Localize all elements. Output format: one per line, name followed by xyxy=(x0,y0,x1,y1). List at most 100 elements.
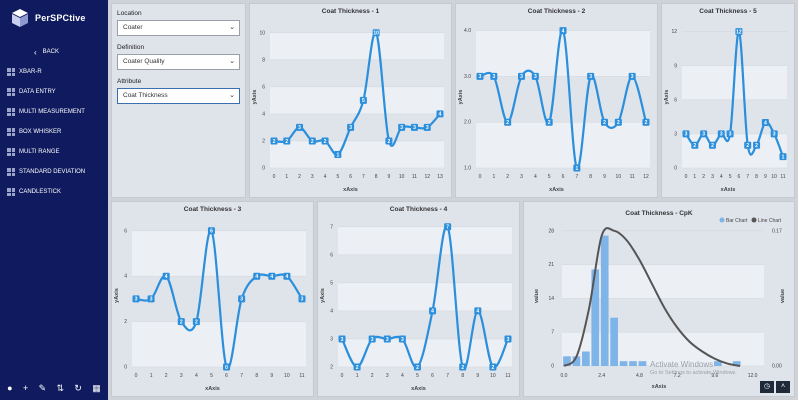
sidebar-item-standard-deviation[interactable]: STANDARD DEVIATION xyxy=(0,162,108,182)
chart-grid-icon xyxy=(7,148,15,156)
sidebar-item-xbar-r[interactable]: XBAR-R xyxy=(0,62,108,82)
sidebar-item-multi-range[interactable]: MULTI RANGE xyxy=(0,142,108,162)
data-label: 3 xyxy=(135,297,138,303)
data-point xyxy=(573,164,581,172)
x-tick-label: 3 xyxy=(180,373,183,379)
x-tick-label: 4 xyxy=(195,373,198,379)
x-tick-label: 9.6 xyxy=(711,373,718,379)
x-tick-label: 9 xyxy=(476,373,479,379)
data-point xyxy=(628,72,636,80)
legend-item-line: Line Chart xyxy=(758,218,782,224)
data-point xyxy=(283,137,291,145)
panel-controls: ◷ ˄ xyxy=(760,381,790,393)
data-label: 3 xyxy=(150,297,153,303)
x-tick-label: 9 xyxy=(603,174,606,180)
chart-grid-icon xyxy=(7,88,15,96)
definition-select[interactable]: Coater Quality ⌄ xyxy=(117,54,240,70)
data-point xyxy=(162,272,170,280)
attribute-select[interactable]: Coat Thickness ⌄ xyxy=(117,88,240,104)
y-tick-label: 21 xyxy=(548,262,554,268)
data-point xyxy=(444,223,452,231)
y-axis-label: yAxis xyxy=(114,288,120,303)
gauge-icon[interactable]: ◷ xyxy=(760,381,774,393)
x-tick-label: 7 xyxy=(746,174,749,180)
chevron-up-icon[interactable]: ˄ xyxy=(776,381,790,393)
sidebar-item-multi-measurement[interactable]: MULTI MEASUREMENT xyxy=(0,102,108,122)
x-tick-label: 0 xyxy=(479,174,482,180)
y-tick-label: 14 xyxy=(548,296,554,302)
chart-grid-icon xyxy=(7,108,15,116)
sidebar-item-data-entry[interactable]: DATA ENTRY xyxy=(0,82,108,102)
chart-panel-coat-thickness-3: Coat Thickness - 3 0 2 4 6 0 1 2 3 4 5 6 7 8 9 10 11 xAxi… xyxy=(111,201,314,397)
y-tick-label: 3 xyxy=(674,131,677,137)
data-point xyxy=(338,335,346,343)
sidebar-item-box-whisker[interactable]: BOX WHISKER xyxy=(0,122,108,142)
data-label: 3 xyxy=(426,125,429,131)
user-icon[interactable]: ● xyxy=(7,383,13,393)
data-point xyxy=(504,335,512,343)
x-tick-label: 0 xyxy=(685,174,688,180)
back-button[interactable]: ‹ BACK xyxy=(0,42,108,62)
data-point xyxy=(368,335,376,343)
data-label: 3 xyxy=(534,74,537,80)
x-tick-label: 2.4 xyxy=(598,373,605,379)
data-label: 5 xyxy=(362,98,365,104)
x-tick-label: 3 xyxy=(311,174,314,180)
chart-panel-coat-thickness-2: Coat Thickness - 2 1.0 2.0 3.0 4.0 0 1 2 3 4 5 6 7 8 9… xyxy=(455,3,658,198)
data-point xyxy=(359,96,367,104)
y-tick-label: 8 xyxy=(262,57,265,63)
grid-band xyxy=(270,86,444,114)
y-tick-label: 4.0 xyxy=(464,28,471,34)
data-point xyxy=(682,130,690,138)
data-point xyxy=(253,272,261,280)
chart-title: Coat Thickness - 4 xyxy=(390,206,448,213)
x-tick-label: 4.8 xyxy=(636,373,643,379)
data-point xyxy=(474,307,482,315)
data-label: 4 xyxy=(165,274,168,280)
y-tick-label: 4 xyxy=(124,274,127,280)
data-label: 7 xyxy=(446,225,449,231)
y-tick-label: 6 xyxy=(124,228,127,234)
sidebar-toolbar: ● + ✎ ⇅ ↻ ▦ xyxy=(0,383,108,394)
y-tick-label: 12 xyxy=(671,29,677,35)
data-label: 2 xyxy=(273,139,276,145)
data-label: 2 xyxy=(195,319,198,325)
data-label: 3 xyxy=(507,337,510,343)
attribute-value: Coat Thickness xyxy=(123,92,168,99)
watermark-line-2: Go to Settings to activate Windows. xyxy=(650,370,737,376)
x-tick-label: 8 xyxy=(255,373,258,379)
y-tick-label: 0 xyxy=(262,166,265,172)
x-tick-label: 11 xyxy=(412,174,417,180)
x-tick-label: 10 xyxy=(771,174,777,180)
x-tick-label: 4 xyxy=(534,174,537,180)
x-tick-label: 6 xyxy=(225,373,228,379)
data-label: 3 xyxy=(729,132,732,138)
grid-band xyxy=(132,321,306,367)
y-tick-label: 7 xyxy=(551,330,554,336)
sort-icon[interactable]: ⇅ xyxy=(56,383,64,393)
x-tick-label: 7 xyxy=(362,174,365,180)
watermark-line-1: Activate Windows xyxy=(650,360,714,369)
chevron-down-icon: ⌄ xyxy=(229,58,235,65)
x-tick-label: 11 xyxy=(505,373,510,379)
data-label: 4 xyxy=(476,309,479,315)
data-point xyxy=(398,335,406,343)
data-label: 3 xyxy=(631,74,634,80)
bar xyxy=(572,356,581,366)
x-tick-label: 1 xyxy=(492,174,495,180)
refresh-icon[interactable]: ↻ xyxy=(74,383,82,393)
definition-value: Coater Quality xyxy=(123,58,165,65)
x-axis-label: xAxis xyxy=(411,386,426,392)
x-tick-label: 10 xyxy=(284,373,290,379)
pencil-icon[interactable]: ✎ xyxy=(38,383,47,393)
location-select[interactable]: Coater ⌄ xyxy=(117,20,240,36)
sidebar-item-candlestick[interactable]: CANDLESTICK xyxy=(0,182,108,202)
plus-icon[interactable]: + xyxy=(22,383,29,393)
y-tick-label: 0 xyxy=(551,364,554,370)
calendar-icon[interactable]: ▦ xyxy=(92,383,101,393)
bar xyxy=(619,361,628,366)
data-label: 3 xyxy=(401,337,404,343)
x-tick-label: 5 xyxy=(210,373,213,379)
bar xyxy=(732,361,741,366)
